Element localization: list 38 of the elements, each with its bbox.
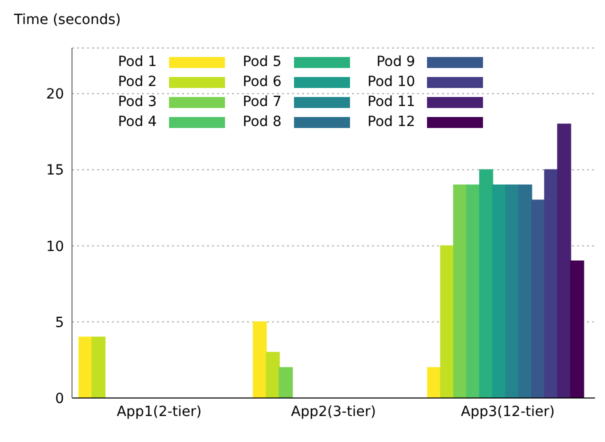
legend-label: Pod 5 — [242, 54, 282, 70]
bar — [531, 200, 546, 398]
bar — [492, 184, 506, 398]
y-tick-label: 10 — [46, 238, 64, 255]
x-tick-label: App3(12-tier) — [460, 404, 555, 420]
legend-label: Pod 11 — [368, 94, 416, 110]
bar — [252, 321, 267, 398]
x-tick-label: App2(3-tier) — [291, 404, 376, 420]
bar — [466, 184, 480, 398]
legend-label: Pod 8 — [242, 114, 282, 130]
legend-label: Pod 12 — [368, 114, 416, 130]
legend-label: Pod 3 — [118, 94, 157, 110]
bar — [505, 184, 520, 398]
legend-label: Pod 1 — [118, 54, 157, 70]
bar — [440, 245, 454, 398]
legend-label: Pod 4 — [118, 114, 157, 130]
legend-label: Pod 10 — [368, 74, 416, 90]
x-tick-label: App1(2-tier) — [116, 404, 202, 420]
bar — [427, 367, 442, 398]
y-tick-label: 5 — [55, 314, 64, 331]
bar — [570, 260, 584, 398]
y-axis-title: Time (seconds) — [13, 12, 121, 28]
bar — [518, 184, 532, 398]
y-tick-label: 20 — [46, 86, 64, 103]
legend-label: Pod 9 — [376, 54, 416, 70]
y-tick-label: 15 — [46, 162, 64, 179]
bar — [557, 124, 572, 398]
legend-label: Pod 7 — [242, 94, 282, 110]
bar — [91, 336, 106, 398]
legend-label: Pod 6 — [242, 74, 282, 90]
y-tick-label: 0 — [55, 390, 64, 407]
bar — [78, 336, 92, 398]
bar — [278, 367, 293, 398]
legend-label: Pod 2 — [118, 74, 157, 90]
bar — [544, 169, 558, 398]
bar — [266, 352, 280, 398]
bar — [479, 169, 494, 398]
bar — [453, 184, 468, 398]
